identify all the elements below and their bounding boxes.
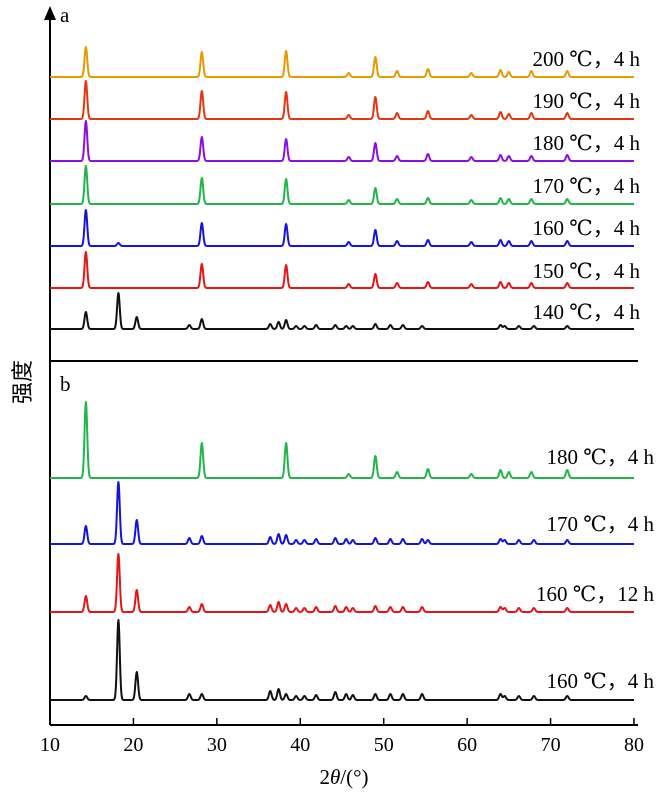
trace-label-b-3: 160 ℃，4 h — [547, 669, 655, 693]
y-axis-arrow-icon — [44, 6, 56, 20]
x-tick-label: 50 — [374, 734, 394, 756]
x-tick-label: 40 — [290, 734, 310, 756]
xrd-trace-a-0 — [49, 46, 635, 78]
xrd-trace-b-2 — [49, 553, 635, 613]
xrd-trace-a-2 — [49, 120, 635, 162]
trace-group — [49, 46, 635, 701]
xrd-trace-a-4 — [49, 209, 635, 247]
trace-label-b-1: 170 ℃，4 h — [547, 512, 655, 536]
xrd-trace-b-3 — [49, 619, 635, 701]
panel-b-label: b — [60, 372, 71, 396]
xrd-trace-a-5 — [49, 251, 635, 289]
x-axis-label-prefix: 2 — [319, 765, 330, 789]
x-axis-label-suffix: /(°) — [340, 765, 368, 789]
trace-label-a-3: 170 ℃，4 h — [533, 174, 641, 198]
trace-label-a-4: 160 ℃，4 h — [533, 216, 641, 240]
panel-a-label: a — [60, 3, 70, 27]
trace-label-b-0: 180 ℃，4 h — [547, 445, 655, 469]
x-tick-label: 60 — [457, 734, 477, 756]
trace-label-a-5: 150 ℃，4 h — [533, 259, 641, 283]
trace-label-a-1: 190 ℃，4 h — [533, 89, 641, 113]
xrd-trace-a-1 — [49, 80, 635, 120]
xrd-trace-a-3 — [49, 165, 635, 205]
y-axis-label: 强度 — [10, 360, 35, 404]
xrd-trace-b-0 — [49, 401, 635, 479]
x-tick-label: 30 — [207, 734, 227, 756]
trace-label-a-0: 200 ℃，4 h — [533, 47, 641, 71]
x-tick-label: 10 — [40, 734, 60, 756]
xrd-trace-b-1 — [49, 481, 635, 545]
trace-label-a-2: 180 ℃，4 h — [533, 131, 641, 155]
xrd-trace-a-6 — [49, 292, 635, 330]
trace-label-a-6: 140 ℃，4 h — [533, 300, 641, 324]
x-axis-label: 2θ/(°) — [319, 765, 368, 789]
x-tick-label: 80 — [624, 734, 644, 756]
trace-label-group: 200 ℃，4 h 190 ℃，4 h 180 ℃，4 h 170 ℃，4 h 160 … — [533, 47, 655, 693]
x-tick-label: 70 — [541, 734, 561, 756]
trace-label-b-2: 160 ℃，12 h — [536, 582, 654, 606]
x-tick-group: 10 20 30 40 50 60 70 80 — [40, 718, 644, 756]
x-axis-label-var: θ — [330, 765, 340, 789]
x-tick-label: 20 — [123, 734, 143, 756]
